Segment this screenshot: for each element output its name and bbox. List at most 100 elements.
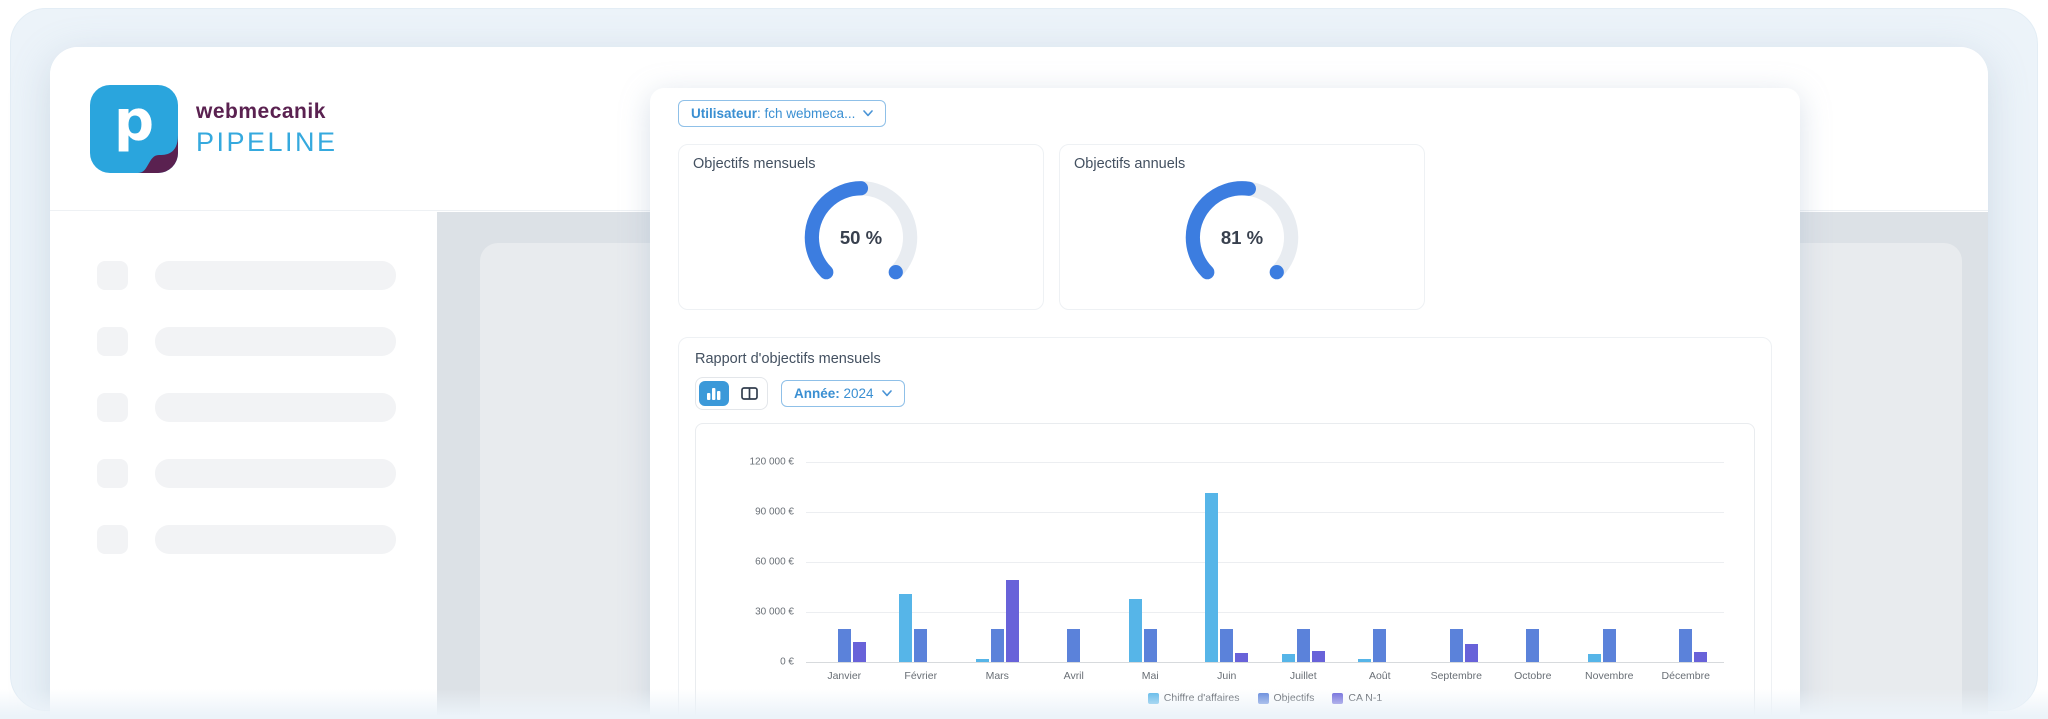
bar-ca-n-1-mars bbox=[1005, 580, 1019, 662]
bar-chiffre-d-affaires-février bbox=[899, 594, 913, 662]
bar-ca-n-1-septembre bbox=[1464, 644, 1478, 662]
bar-objectifs-mars bbox=[990, 629, 1004, 662]
skeleton-label-bar bbox=[155, 327, 396, 356]
user-filter-value: : fch webmeca... bbox=[757, 106, 856, 121]
month-column-décembre: Décembre bbox=[1648, 424, 1725, 682]
x-axis-label-février: Février bbox=[904, 670, 938, 682]
report-card: Rapport d'objectifs mensuels bbox=[678, 337, 1772, 719]
user-filter-text: Utilisateur: fch webmeca... bbox=[691, 106, 855, 121]
bar-objectifs-août bbox=[1373, 629, 1387, 662]
bar-chart-view-button[interactable] bbox=[699, 381, 729, 406]
year-filter-label: Année: bbox=[794, 386, 840, 401]
bar-chiffre-d-affaires-juin bbox=[1205, 493, 1219, 662]
report-controls: Année: 2024 bbox=[695, 377, 1755, 410]
x-axis-label-octobre: Octobre bbox=[1514, 670, 1552, 682]
sidebar-skeleton-row bbox=[97, 459, 437, 488]
monthly-objectives-chart: 0 € 30 000 € 60 000 € 90 000 € 120 000 € Janv… bbox=[695, 423, 1755, 719]
x-axis-label-juin: Juin bbox=[1217, 670, 1237, 682]
month-column-août: Août bbox=[1342, 424, 1419, 682]
bar-ca-n-1-janvier bbox=[852, 642, 866, 662]
bar-cluster bbox=[1435, 424, 1478, 662]
gauge-card-annual: Objectifs annuels 81 % bbox=[1059, 144, 1425, 310]
skeleton-label-bar bbox=[155, 525, 396, 554]
skeleton-label-bar bbox=[155, 261, 396, 290]
month-column-février: Février bbox=[883, 424, 960, 682]
skeleton-icon bbox=[97, 459, 128, 488]
skeleton-icon bbox=[97, 393, 128, 422]
bar-objectifs-octobre bbox=[1526, 629, 1540, 662]
month-column-mars: Mars bbox=[959, 424, 1036, 682]
skeleton-label-bar bbox=[155, 393, 396, 422]
x-axis-label-novembre: Novembre bbox=[1585, 670, 1634, 682]
table-columns-icon bbox=[740, 387, 758, 400]
x-axis-label-août: Août bbox=[1368, 670, 1391, 682]
sidebar-skeleton-row bbox=[97, 327, 437, 356]
bar-objectifs-décembre bbox=[1679, 629, 1693, 662]
month-column-septembre: Septembre bbox=[1418, 424, 1495, 682]
sidebar-skeleton bbox=[50, 212, 437, 719]
dashboard-panel: Utilisateur: fch webmeca... Objectifs me… bbox=[650, 88, 1800, 719]
x-axis-label-mars: Mars bbox=[985, 670, 1009, 682]
bar-chart-icon bbox=[707, 388, 721, 400]
gridline-120000 bbox=[806, 462, 1724, 463]
bar-objectifs-mai bbox=[1143, 629, 1157, 662]
y-axis-tick-label: 60 000 € bbox=[755, 556, 794, 568]
x-axis-label-juillet: Juillet bbox=[1289, 670, 1317, 682]
y-axis-tick-label: 90 000 € bbox=[755, 506, 794, 518]
gridline-60000 bbox=[806, 562, 1724, 563]
skeleton-label-bar bbox=[155, 459, 396, 488]
gridline-0 bbox=[806, 662, 1724, 663]
gridline-30000 bbox=[806, 612, 1724, 613]
bar-cluster bbox=[1587, 424, 1631, 662]
brand-product: PIPELINE bbox=[196, 127, 338, 157]
bar-objectifs-février bbox=[914, 629, 928, 662]
gauge-value: 50 % bbox=[840, 227, 882, 248]
gauge: 50 % bbox=[693, 174, 1029, 290]
bar-cluster bbox=[899, 424, 942, 662]
brand-wordmark: webmecanik PIPELINE bbox=[196, 100, 338, 158]
bar-objectifs-juin bbox=[1220, 629, 1234, 662]
bar-objectifs-avril bbox=[1067, 629, 1081, 662]
x-axis-label-décembre: Décembre bbox=[1661, 670, 1710, 682]
gauge-arc-icon: 81 % bbox=[1185, 181, 1299, 280]
bar-ca-n-1-décembre bbox=[1694, 652, 1708, 662]
bar-ca-n-1-juin bbox=[1235, 653, 1249, 662]
report-title: Rapport d'objectifs mensuels bbox=[695, 351, 881, 367]
year-filter-text: Année: 2024 bbox=[794, 386, 874, 401]
bar-objectifs-septembre bbox=[1449, 629, 1463, 662]
bar-chiffre-d-affaires-août bbox=[1358, 659, 1372, 662]
x-axis-label-septembre: Septembre bbox=[1430, 670, 1482, 682]
user-filter-dropdown[interactable]: Utilisateur: fch webmeca... bbox=[678, 100, 887, 127]
app-window: p webmecanik PIPELINE Utilisateur: fch w… bbox=[50, 47, 1988, 719]
sidebar-skeleton-row bbox=[97, 393, 437, 422]
month-column-mai: Mai bbox=[1112, 424, 1189, 682]
logo-letter: p bbox=[113, 89, 155, 154]
month-column-juin: Juin bbox=[1189, 424, 1266, 682]
chevron-down-icon bbox=[863, 110, 874, 117]
chevron-down-icon bbox=[881, 390, 892, 397]
month-column-octobre: Octobre bbox=[1495, 424, 1572, 682]
gauge: 81 % bbox=[1074, 174, 1410, 290]
brand-logo: p webmecanik PIPELINE bbox=[90, 85, 338, 173]
chart-columns: Janvier Février Mars Avril Mai Juin Juillet Aoû… bbox=[806, 424, 1725, 682]
sidebar-skeleton-row bbox=[97, 261, 437, 290]
bar-chiffre-d-affaires-mai bbox=[1128, 599, 1142, 662]
month-column-novembre: Novembre bbox=[1571, 424, 1648, 682]
bar-objectifs-novembre bbox=[1602, 629, 1616, 662]
y-axis-tick-label: 30 000 € bbox=[755, 606, 794, 618]
bottom-fade-overlay bbox=[0, 689, 2048, 719]
gauge-card-title: Objectifs annuels bbox=[1074, 156, 1186, 172]
view-toggle-group bbox=[695, 377, 768, 410]
table-view-button[interactable] bbox=[734, 381, 764, 406]
user-filter-label: Utilisateur bbox=[691, 106, 758, 121]
bar-cluster bbox=[1052, 424, 1095, 662]
skeleton-icon bbox=[97, 327, 128, 356]
logo-petal-icon bbox=[138, 135, 178, 173]
bar-objectifs-janvier bbox=[837, 629, 851, 662]
bar-cluster bbox=[1205, 424, 1249, 662]
gauge-card-monthly: Objectifs mensuels 50 % bbox=[678, 144, 1044, 310]
gauge-card-title: Objectifs mensuels bbox=[693, 156, 816, 172]
month-column-juillet: Juillet bbox=[1265, 424, 1342, 682]
year-filter-dropdown[interactable]: Année: 2024 bbox=[781, 380, 905, 407]
